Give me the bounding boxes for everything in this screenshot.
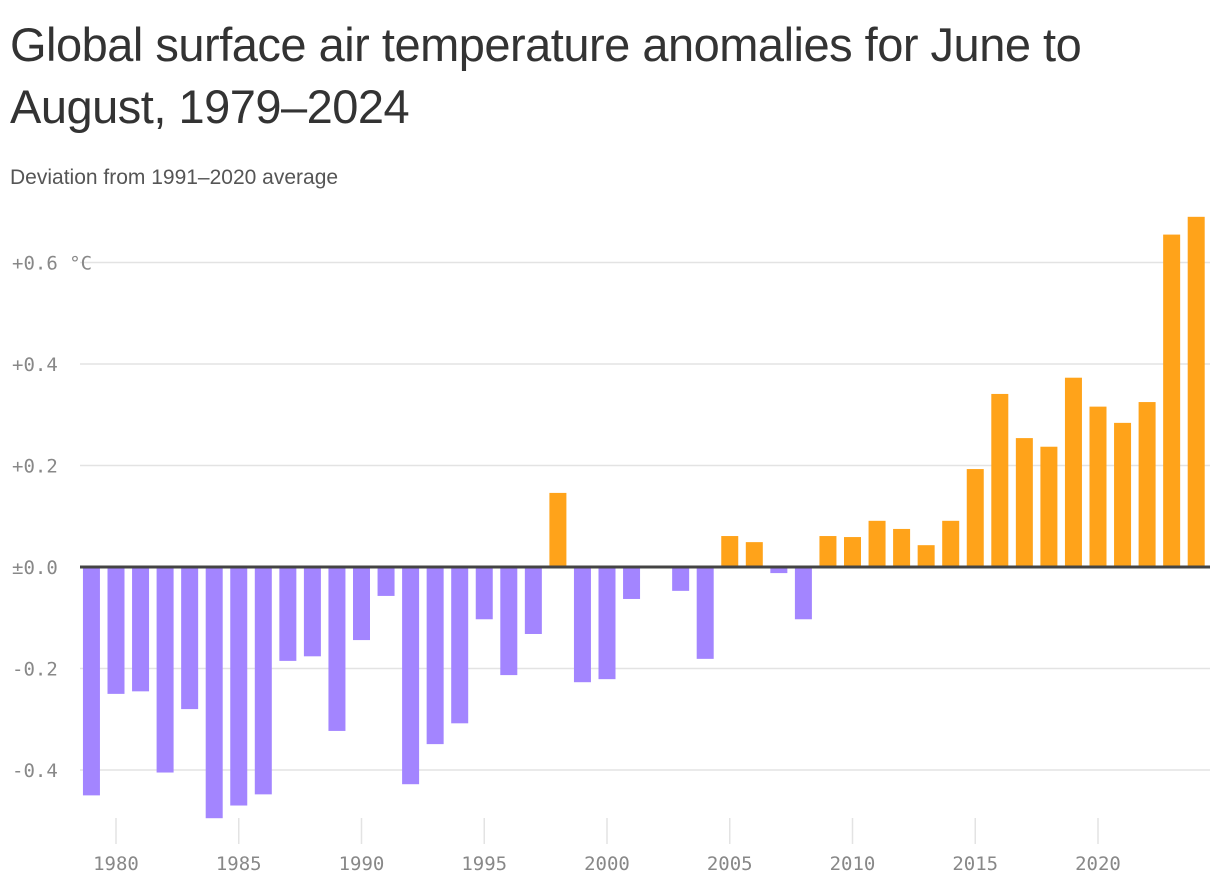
y-tick-label: +0.2 (12, 456, 58, 478)
bar-1997 (524, 567, 542, 634)
bar-1995 (475, 567, 493, 620)
x-tick-label: 2005 (707, 853, 753, 875)
y-tick-label: ±0.0 (12, 557, 58, 579)
bar-2018 (1040, 446, 1058, 567)
bar-2013 (917, 545, 935, 567)
x-tick-label: 1980 (93, 853, 139, 875)
bar-2020 (1089, 406, 1107, 567)
bar-1984 (205, 567, 223, 819)
bar-1994 (451, 567, 469, 724)
y-tick-label: -0.4 (12, 760, 58, 782)
bar-2019 (1064, 377, 1082, 567)
bar-2024 (1187, 216, 1205, 567)
chart-subtitle: Deviation from 1991–2020 average (10, 166, 339, 189)
y-tick-label: +0.6 °C (12, 253, 92, 275)
bar-1998 (549, 492, 567, 567)
bar-2021 (1114, 422, 1132, 567)
bar-2022 (1138, 402, 1156, 567)
bar-2003 (672, 567, 690, 591)
bar-1983 (181, 567, 199, 710)
bar-2010 (844, 537, 861, 567)
bar-2000 (598, 567, 616, 680)
bar-2017 (1015, 438, 1033, 567)
x-tick-label: 2000 (584, 853, 630, 875)
x-tick-label: 1990 (339, 853, 385, 875)
x-tick-label: 2010 (830, 853, 876, 875)
y-tick-label: -0.2 (12, 659, 58, 681)
bar-1992 (402, 567, 420, 785)
bar-2008 (794, 567, 812, 620)
bar-1993 (426, 567, 444, 745)
bar-1979 (82, 567, 100, 796)
x-tick-label: 1995 (461, 853, 507, 875)
bar-2016 (991, 393, 1009, 567)
bar-1999 (573, 567, 591, 683)
bar-2015 (966, 469, 984, 567)
bar-1985 (230, 567, 248, 806)
x-tick-label: 2020 (1075, 853, 1121, 875)
bar-2014 (942, 520, 960, 567)
bar-1986 (254, 567, 272, 795)
bar-1982 (156, 567, 174, 773)
chart-title: Global surface air temperature anomalies… (10, 18, 1082, 133)
bar-1987 (279, 567, 297, 661)
bar-2007 (770, 567, 788, 574)
bar-2009 (819, 536, 837, 567)
bar-2004 (696, 567, 714, 659)
bar-2012 (893, 528, 911, 567)
bar-2001 (623, 567, 641, 599)
bar-2005 (721, 536, 739, 567)
bar-2006 (745, 542, 763, 567)
bar-2023 (1163, 234, 1181, 567)
y-tick-label: +0.4 (12, 354, 58, 376)
bar-2011 (868, 520, 886, 567)
bar-1990 (353, 567, 370, 641)
x-tick-label: 1985 (216, 853, 262, 875)
bar-1980 (107, 567, 125, 694)
bar-1981 (132, 567, 150, 692)
bar-1996 (500, 567, 518, 676)
bar-1988 (303, 567, 321, 657)
bar-1991 (377, 567, 395, 596)
bar-1989 (328, 567, 346, 731)
x-tick-label: 2015 (952, 853, 998, 875)
